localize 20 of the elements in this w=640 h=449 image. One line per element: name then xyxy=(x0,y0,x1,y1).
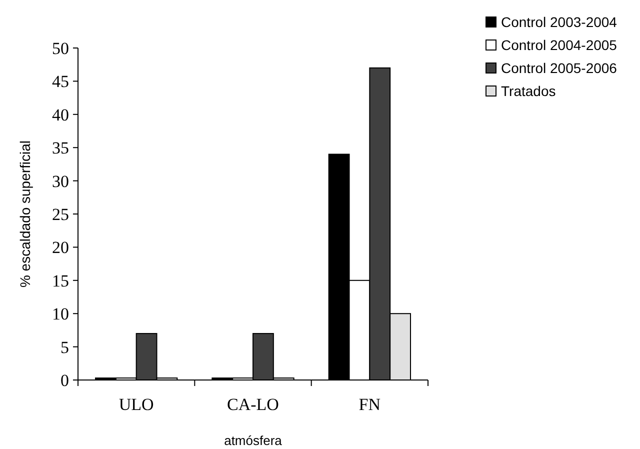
y-tick-label: 0 xyxy=(60,370,69,390)
y-axis-title: % escaldado superficial xyxy=(17,140,33,288)
legend-label: Tratados xyxy=(501,82,556,99)
y-tick-label: 40 xyxy=(52,105,69,124)
y-tick-label: 15 xyxy=(52,271,69,290)
y-tick-label: 20 xyxy=(52,238,69,258)
y-tick-label: 10 xyxy=(52,304,69,324)
y-tick-label: 30 xyxy=(52,172,69,191)
x-tick-label: CA-LO xyxy=(227,395,279,414)
legend-label: Control 2003-2004 xyxy=(501,14,618,30)
x-tick-label: FN xyxy=(358,395,381,414)
legend-label: Control 2005-2006 xyxy=(501,60,618,76)
x-tick-label: ULO xyxy=(118,395,154,414)
y-tick-label: 35 xyxy=(52,138,69,158)
y-tick-label: 50 xyxy=(52,38,69,58)
legend-label: Control 2004-2005 xyxy=(501,36,618,53)
y-tick-label: 45 xyxy=(52,72,69,92)
y-tick-label: 25 xyxy=(52,204,69,224)
y-tick-label: 5 xyxy=(60,338,69,357)
x-axis-title: atmósfera xyxy=(224,433,283,448)
